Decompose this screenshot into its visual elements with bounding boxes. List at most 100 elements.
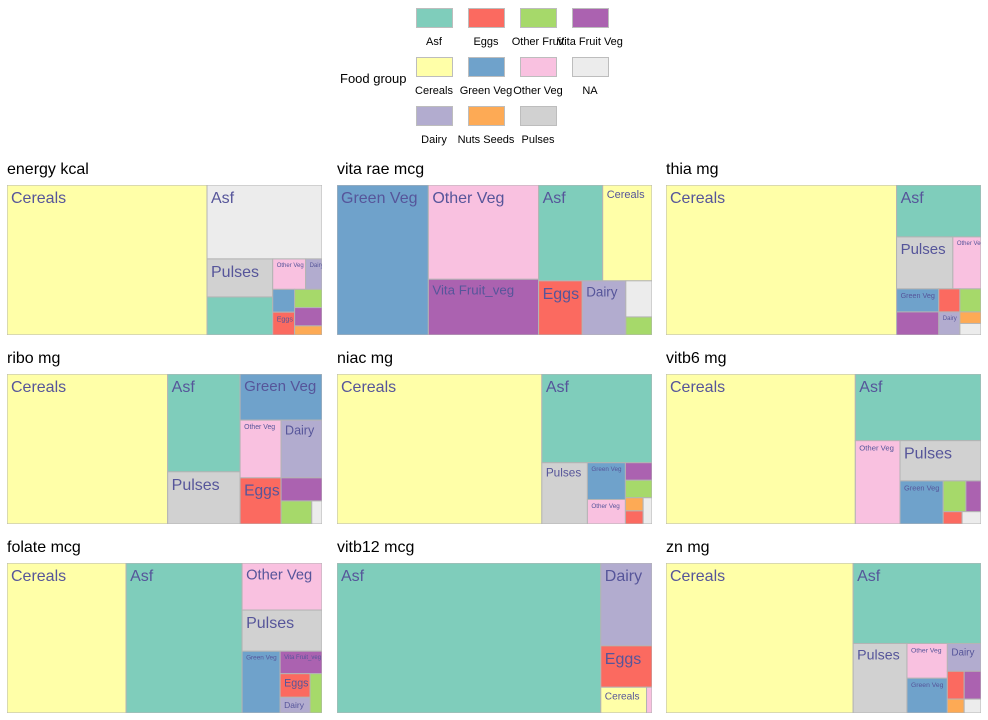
treemap-tile-eggs (938, 288, 961, 313)
treemap-label: Other Veg (911, 647, 942, 654)
treemap-tile-other_fruit (309, 673, 322, 713)
treemap-tile-other_veg (646, 686, 652, 713)
treemap-tile-asf (852, 563, 981, 644)
treemap-tile-other_veg (272, 258, 307, 290)
treemap-tile-nuts_seeds (624, 497, 644, 512)
treemap-label: Cereals (11, 190, 66, 207)
panel-title: thia mg (666, 161, 719, 178)
treemap-tile-nuts_seeds (959, 311, 981, 324)
treemap-label: Dairy (943, 316, 957, 322)
treemap-svg: Cereals Green Veg Dairy Other Veg Pulses Asf (666, 185, 981, 335)
treemap-panel: vitb6 mg Cereals Pulses Green Veg Other Veg A… (666, 350, 981, 524)
treemap-svg: Cereals Other Veg Eggs Dairy Pulses Green Veg… (7, 374, 322, 524)
treemap-label: Green Veg (591, 466, 622, 473)
treemap-tile-na (963, 698, 981, 713)
treemap-label: Asf (211, 190, 235, 207)
treemap-label: Dairy (284, 700, 305, 710)
treemap-tile-pulses (899, 440, 981, 482)
treemap-label: Cereals (607, 189, 645, 201)
treemap-tile-cereals (337, 374, 543, 524)
treemap-label: Cereals (670, 190, 725, 207)
legend-key-cereals (416, 57, 453, 77)
treemap-label: Asf (859, 379, 883, 396)
treemap-svg: Asf Cereals Eggs Dairy (337, 563, 652, 713)
treemap-label: Other Veg (244, 424, 275, 431)
treemap-tile-na (959, 322, 981, 335)
treemap-panel: niac mg Cereals Other Veg Green Veg Pulses As… (337, 350, 652, 524)
treemap-label: Other Veg (246, 568, 312, 584)
treemap-tile-vita_fruit_veg (280, 477, 322, 502)
treemap-tile-vita_fruit_veg (963, 670, 981, 700)
treemap-tile-asf (125, 563, 243, 713)
treemap-label: Dairy (605, 568, 642, 585)
treemap-label: Asf (546, 379, 570, 396)
treemap-panel: ribo mg Cereals Other Veg Eggs Dairy Pulses Gr… (7, 350, 322, 524)
treemap-tile-asf (167, 374, 241, 473)
treemap-label: Green Veg (904, 483, 939, 492)
panel-title: folate mcg (7, 539, 81, 556)
treemap-label: Asf (130, 568, 154, 585)
treemap-label: Cereals (670, 568, 725, 585)
legend-label-other_veg: Other Veg (513, 85, 563, 97)
treemap-svg: Cereals Pulses Asf Other Veg Dairy Eggs (7, 185, 322, 335)
treemap-tile-na (961, 511, 981, 524)
panel-title: energy kcal (7, 161, 89, 178)
treemap-tile-pulses (896, 236, 954, 290)
treemap-tile-green_veg (899, 480, 944, 524)
legend-title: Food group (340, 71, 407, 86)
panel-title: vitb6 mg (666, 350, 727, 367)
treemap-label: Vita Fruit_veg (284, 655, 321, 661)
treemap-tile-pulses (852, 642, 908, 713)
treemap-label: Pulses (901, 241, 946, 258)
treemap-tile-nuts_seeds (946, 698, 965, 713)
treemap-label: Dairy (586, 284, 618, 299)
treemap-tile-nuts_seeds (294, 325, 322, 335)
legend-key-nuts_seeds (468, 106, 505, 126)
treemap-tile-other_fruit (959, 288, 981, 313)
treemap-panel: vitb12 mcg Asf Cereals Eggs Dairy (337, 539, 652, 713)
treemap-label: Asf (901, 190, 925, 207)
treemap-label: Other Veg (277, 263, 304, 269)
treemap-tile-dairy (600, 563, 652, 647)
treemap-tile-other_fruit (280, 500, 313, 524)
treemap-tile-vita_fruit_veg (294, 307, 322, 327)
treemap-label: Dairy (285, 424, 315, 438)
treemap-label: Eggs (277, 315, 294, 323)
treemap-tile-cereals (666, 374, 856, 524)
legend-key-dairy (416, 106, 453, 126)
treemap-label: Green Veg (901, 291, 935, 300)
treemap-tile-other_veg (586, 498, 626, 524)
treemap-tile-cereals (666, 185, 898, 335)
treemap-tile-cereals (602, 185, 652, 282)
treemap-tile-other_fruit (942, 480, 967, 513)
legend-key-green_veg (468, 57, 505, 77)
treemap-label: Dairy (310, 263, 322, 269)
legend-key-asf (416, 8, 453, 28)
legend-label-pulses: Pulses (521, 134, 555, 146)
legend-key-other_fruit (520, 8, 557, 28)
treemap-tile-cereals (7, 374, 169, 524)
treemap-tile-other_fruit (624, 479, 652, 499)
treemap-tile-green_veg (239, 374, 322, 421)
treemap-tile-green_veg (337, 185, 429, 335)
treemap-label: Asf (857, 568, 881, 585)
treemap-tile-vita_fruit_veg (624, 462, 652, 481)
treemap-panel: thia mg Cereals Green Veg Dairy Other Veg Pul… (666, 161, 981, 335)
treemap-tile-asf (206, 296, 274, 335)
treemap-tile-eggs (538, 280, 583, 335)
legend-label-green_veg: Green Veg (459, 85, 513, 97)
treemap-label: Green Veg (244, 378, 316, 395)
treemap-label: Pulses (172, 477, 220, 494)
treemap-tile-pulses (167, 471, 241, 524)
treemap-tile-asf (896, 185, 981, 238)
treemap-tile-asf (854, 374, 981, 442)
treemap-label: Other Veg (859, 443, 894, 452)
treemap-panel: zn mg Cereals Other Veg Green Veg Dairy Pulse… (666, 539, 981, 713)
treemap-tile-cereals (666, 563, 854, 713)
treemap-tile-asf (337, 563, 602, 713)
treemap-tile-green_veg (272, 288, 296, 313)
treemap-label: Green Veg (911, 682, 944, 689)
treemap-tile-vita_fruit_veg (896, 311, 940, 335)
treemap-svg: Cereals Other Veg Green Veg Dairy Pulses Asf (666, 563, 981, 713)
legend-label-other_fruit: Other Fruit (511, 36, 565, 48)
